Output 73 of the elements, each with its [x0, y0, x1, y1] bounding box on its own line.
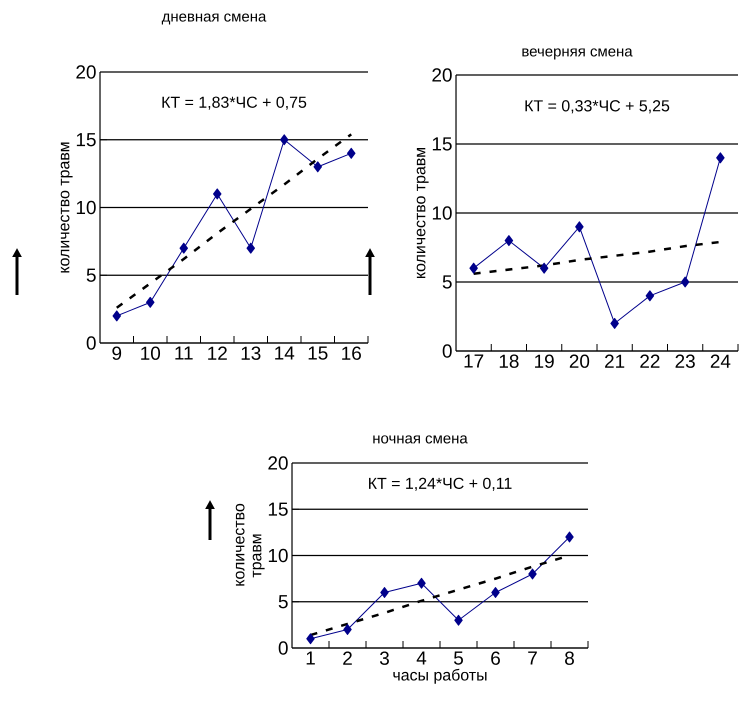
point	[565, 532, 574, 543]
point	[469, 262, 478, 274]
point	[213, 188, 222, 200]
annotation: КТ = 1,24*ЧС + 0,11	[369, 478, 512, 491]
annotation: КТ = 0,33*ЧС + 5,25	[525, 100, 670, 114]
x-tick-label: 3	[380, 652, 389, 665]
point	[246, 242, 255, 254]
x-tick-label: 22	[640, 354, 660, 368]
y-tick-label: 20	[268, 456, 288, 470]
x-tick-label: 11	[175, 346, 193, 360]
y-tick-label: 10	[432, 206, 452, 220]
x-axis-title: часы работы	[393, 668, 486, 684]
point	[528, 568, 537, 580]
point	[347, 148, 356, 159]
x-tick-label: 16	[342, 346, 361, 360]
x-tick-label: 15	[308, 346, 328, 360]
y-tick-label: 0	[442, 344, 452, 358]
x-tick-label: 14	[275, 346, 294, 360]
point	[343, 624, 352, 636]
y-tick-label: 20	[432, 68, 452, 82]
annotation: КТ = 1,83*ЧС + 0,75	[162, 96, 306, 110]
y-tick-label: 15	[76, 133, 96, 146]
point	[380, 587, 389, 598]
y-tick-label: 0	[86, 336, 96, 350]
point	[504, 235, 514, 246]
point	[610, 318, 619, 329]
y-tick-label: 10	[76, 200, 96, 214]
x-tick-label: 12	[208, 346, 227, 360]
y-tick-label: 0	[278, 641, 288, 655]
y-tick-label: 15	[268, 502, 288, 516]
x-tick-label: 10	[141, 346, 160, 360]
x-tick-label: 8	[565, 652, 574, 665]
x-tick-label: 6	[491, 652, 500, 665]
y-axis-title: количество травм	[236, 504, 265, 586]
point	[314, 161, 322, 172]
x-tick-label: 9	[112, 346, 122, 360]
point	[575, 221, 584, 232]
x-tick-label: 18	[500, 354, 519, 368]
point	[146, 296, 155, 308]
x-tick-label: 2	[343, 652, 352, 665]
y-tick-label: 5	[86, 268, 96, 282]
y-tick-label: 15	[432, 137, 452, 151]
y-tick-label: 5	[442, 275, 452, 289]
x-tick-label: 20	[570, 354, 590, 368]
point	[680, 276, 690, 288]
x-tick-label: 1	[306, 652, 315, 665]
point	[112, 310, 122, 322]
point	[540, 262, 548, 274]
point	[306, 633, 315, 644]
chart-title: вечерняя смена	[522, 48, 633, 60]
y-tick-label: 10	[268, 548, 288, 562]
chart-title: ночная смена	[373, 435, 468, 444]
point	[491, 587, 500, 598]
point	[417, 578, 426, 589]
y-axis-title: количество травм	[416, 148, 429, 278]
x-tick-label: 5	[454, 652, 463, 665]
x-tick-label: 7	[528, 652, 537, 665]
chart-title: дневная смена	[162, 13, 266, 24]
x-tick-label: 21	[605, 354, 624, 368]
point	[716, 152, 725, 164]
x-tick-label: 23	[676, 354, 695, 368]
point	[454, 614, 463, 626]
x-tick-label: 19	[535, 354, 554, 368]
x-tick-label: 4	[416, 652, 426, 665]
y-tick-label: 20	[76, 65, 96, 79]
point	[280, 134, 288, 146]
y-axis-title: количество травм	[60, 142, 73, 273]
y-tick-label: 5	[278, 595, 288, 608]
point	[646, 290, 654, 302]
x-tick-label: 24	[710, 354, 730, 368]
point	[180, 242, 188, 254]
x-tick-label: 13	[242, 346, 260, 360]
x-tick-label: 17	[464, 354, 484, 368]
